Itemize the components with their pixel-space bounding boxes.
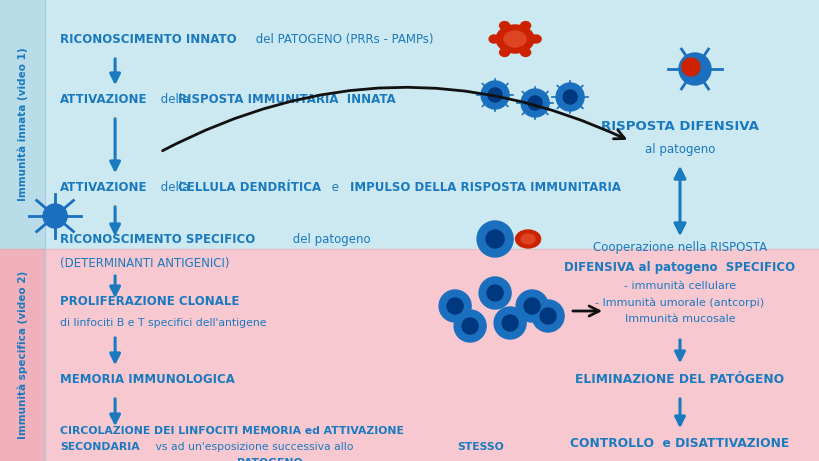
Text: MEMORIA IMMUNOLOGICA: MEMORIA IMMUNOLOGICA bbox=[60, 372, 235, 385]
Circle shape bbox=[481, 81, 509, 109]
Text: Cooperazione nella RISPOSTA: Cooperazione nella RISPOSTA bbox=[592, 241, 766, 254]
Circle shape bbox=[43, 204, 67, 228]
Text: RISPOSTA IMMUNITARIA  INNATA: RISPOSTA IMMUNITARIA INNATA bbox=[178, 93, 396, 106]
Text: SECONDARIA: SECONDARIA bbox=[60, 442, 139, 452]
Text: RISPOSTA DIFENSIVA: RISPOSTA DIFENSIVA bbox=[600, 120, 758, 134]
Circle shape bbox=[438, 290, 471, 322]
Bar bbox=[0, 0, 819, 249]
Ellipse shape bbox=[520, 48, 530, 56]
Text: - immunità cellulare: - immunità cellulare bbox=[623, 281, 735, 291]
Text: della: della bbox=[157, 93, 193, 106]
Text: PATOGENO: PATOGENO bbox=[237, 458, 302, 461]
Bar bbox=[0, 249, 819, 461]
Text: RICONOSCIMENTO SPECIFICO: RICONOSCIMENTO SPECIFICO bbox=[60, 232, 255, 246]
Text: vs ad un'esposizione successiva allo: vs ad un'esposizione successiva allo bbox=[152, 442, 356, 452]
Circle shape bbox=[477, 221, 513, 257]
Ellipse shape bbox=[495, 25, 533, 53]
Circle shape bbox=[478, 277, 510, 309]
Text: Immunità specifica (video 2): Immunità specifica (video 2) bbox=[17, 271, 28, 439]
Text: CELLULA DENDRÍTICA: CELLULA DENDRÍTICA bbox=[178, 181, 321, 194]
Text: (DETERMINANTI ANTIGENICI): (DETERMINANTI ANTIGENICI) bbox=[60, 256, 229, 270]
Circle shape bbox=[523, 298, 540, 314]
Ellipse shape bbox=[520, 22, 530, 30]
Circle shape bbox=[486, 285, 503, 301]
Bar bbox=[0, 0, 45, 249]
Circle shape bbox=[520, 89, 549, 117]
Circle shape bbox=[486, 230, 504, 248]
Text: ATTIVAZIONE: ATTIVAZIONE bbox=[60, 181, 147, 194]
Ellipse shape bbox=[499, 48, 509, 56]
Circle shape bbox=[532, 300, 563, 332]
Text: RICONOSCIMENTO INNATO: RICONOSCIMENTO INNATO bbox=[60, 32, 237, 46]
Text: Immunità innata (video 1): Immunità innata (video 1) bbox=[17, 47, 28, 201]
Circle shape bbox=[515, 290, 547, 322]
Circle shape bbox=[487, 88, 501, 102]
Circle shape bbox=[555, 83, 583, 111]
Circle shape bbox=[540, 308, 555, 324]
Text: della: della bbox=[157, 181, 193, 194]
Text: Immunità mucosale: Immunità mucosale bbox=[624, 314, 735, 324]
Circle shape bbox=[462, 318, 477, 334]
Text: ELIMINAZIONE DEL PATÓGENO: ELIMINAZIONE DEL PATÓGENO bbox=[575, 372, 784, 385]
Text: - Immunità umorale (antcorpi): - Immunità umorale (antcorpi) bbox=[595, 298, 763, 308]
Text: di linfociti B e T specifici dell'antigene: di linfociti B e T specifici dell'antige… bbox=[60, 318, 266, 328]
Text: e: e bbox=[328, 181, 342, 194]
Circle shape bbox=[527, 96, 541, 110]
Bar bbox=[0, 249, 45, 461]
Circle shape bbox=[446, 298, 463, 314]
Circle shape bbox=[494, 307, 526, 339]
Text: del patogeno: del patogeno bbox=[289, 232, 370, 246]
Text: al patogeno: al patogeno bbox=[644, 142, 714, 155]
Circle shape bbox=[563, 90, 577, 104]
Ellipse shape bbox=[520, 234, 535, 244]
Text: DIFENSIVA al patogeno  SPECIFICO: DIFENSIVA al patogeno SPECIFICO bbox=[563, 260, 794, 273]
Text: STESSO: STESSO bbox=[456, 442, 503, 452]
Text: CONTROLLO  e DISATTIVAZIONE: CONTROLLO e DISATTIVAZIONE bbox=[570, 437, 789, 449]
Circle shape bbox=[454, 310, 486, 342]
Ellipse shape bbox=[504, 31, 526, 47]
Text: PROLIFERAZIONE CLONALE: PROLIFERAZIONE CLONALE bbox=[60, 295, 239, 307]
Ellipse shape bbox=[531, 35, 541, 43]
Text: ATTIVAZIONE: ATTIVAZIONE bbox=[60, 93, 147, 106]
Ellipse shape bbox=[499, 22, 509, 30]
Circle shape bbox=[678, 53, 710, 85]
Text: del PATOGENO (PRRs - PAMPs): del PATOGENO (PRRs - PAMPs) bbox=[251, 32, 433, 46]
Circle shape bbox=[681, 58, 699, 76]
Ellipse shape bbox=[488, 35, 499, 43]
Circle shape bbox=[501, 315, 518, 331]
Text: IMPULSO DELLA RISPOSTA IMMUNITARIA: IMPULSO DELLA RISPOSTA IMMUNITARIA bbox=[350, 181, 620, 194]
Text: CIRCOLAZIONE DEI LINFOCITI MEMORIA ed ATTIVAZIONE: CIRCOLAZIONE DEI LINFOCITI MEMORIA ed AT… bbox=[60, 426, 404, 436]
Ellipse shape bbox=[515, 230, 540, 248]
